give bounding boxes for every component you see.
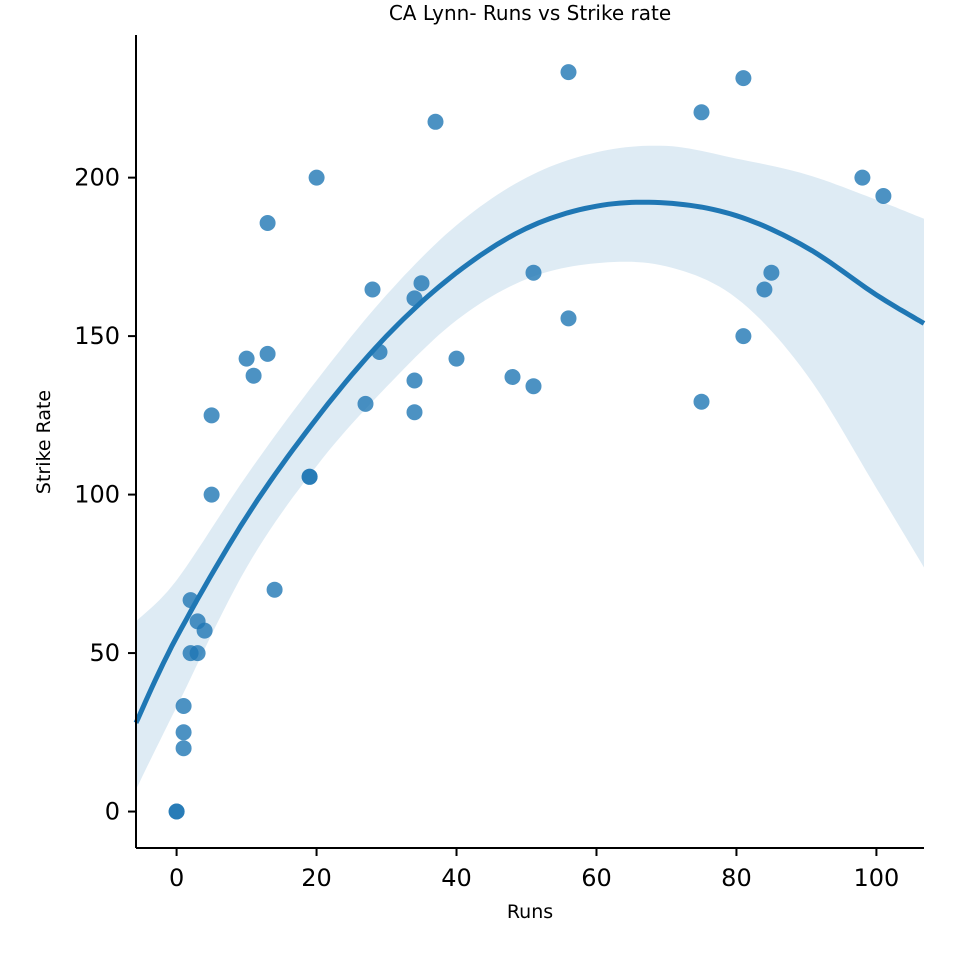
scatter-point xyxy=(413,275,430,292)
scatter-points xyxy=(168,64,892,820)
scatter-point xyxy=(525,378,542,395)
scatter-point xyxy=(427,113,444,130)
y-tick-label: 50 xyxy=(89,639,120,667)
scatter-point xyxy=(406,372,423,389)
scatter-point xyxy=(203,486,220,503)
y-tick-label: 200 xyxy=(74,164,120,192)
scatter-point xyxy=(504,369,521,385)
y-tick-label: 150 xyxy=(74,322,120,350)
scatter-point xyxy=(301,468,318,485)
y-tick-label: 100 xyxy=(74,481,120,509)
y-axis-label: Strike Rate xyxy=(33,390,55,494)
scatter-point xyxy=(693,104,710,121)
scatter-point xyxy=(175,724,192,741)
scatter-point xyxy=(175,698,192,714)
scatter-point xyxy=(182,592,199,609)
scatter-point xyxy=(371,344,388,360)
chart-title: CA Lynn- Runs vs Strike rate xyxy=(389,1,671,25)
scatter-point xyxy=(735,328,752,345)
plot-area xyxy=(133,64,926,820)
scatter-point xyxy=(364,281,381,298)
y-axis-ticks: 0 50 100 150 200 xyxy=(74,164,136,826)
x-tick-label: 100 xyxy=(854,864,900,892)
x-axis-ticks: 0 20 40 60 80 100 xyxy=(169,848,899,892)
x-tick-label: 80 xyxy=(721,864,752,892)
scatter-point xyxy=(560,64,577,81)
scatter-point xyxy=(357,395,374,412)
scatter-point xyxy=(448,350,465,367)
scatter-point xyxy=(854,169,871,186)
scatter-point xyxy=(756,281,773,298)
confidence-band xyxy=(136,145,924,790)
x-axis-label: Runs xyxy=(507,901,553,923)
scatter-point xyxy=(406,290,423,307)
scatter-point xyxy=(266,581,283,598)
y-tick-label: 0 xyxy=(105,798,120,826)
x-tick-label: 0 xyxy=(169,864,184,892)
scatter-point xyxy=(875,188,892,204)
x-tick-label: 40 xyxy=(441,864,472,892)
scatter-point xyxy=(175,740,192,757)
regression-line xyxy=(133,199,926,724)
scatter-point xyxy=(560,310,577,327)
scatter-point xyxy=(203,407,220,424)
x-tick-label: 60 xyxy=(581,864,612,892)
scatter-point xyxy=(259,215,276,231)
scatter-point xyxy=(196,622,213,639)
scatter-point xyxy=(259,345,276,362)
scatter-point xyxy=(525,264,542,281)
scatter-point xyxy=(735,70,752,87)
scatter-point xyxy=(168,803,185,820)
x-tick-label: 20 xyxy=(301,864,332,892)
scatter-point xyxy=(189,645,206,662)
scatter-point xyxy=(245,367,262,384)
scatter-point xyxy=(693,393,710,410)
scatter-point xyxy=(308,169,325,186)
scatter-point xyxy=(406,404,423,421)
scatter-point xyxy=(763,264,780,281)
scatter-point xyxy=(238,350,255,367)
